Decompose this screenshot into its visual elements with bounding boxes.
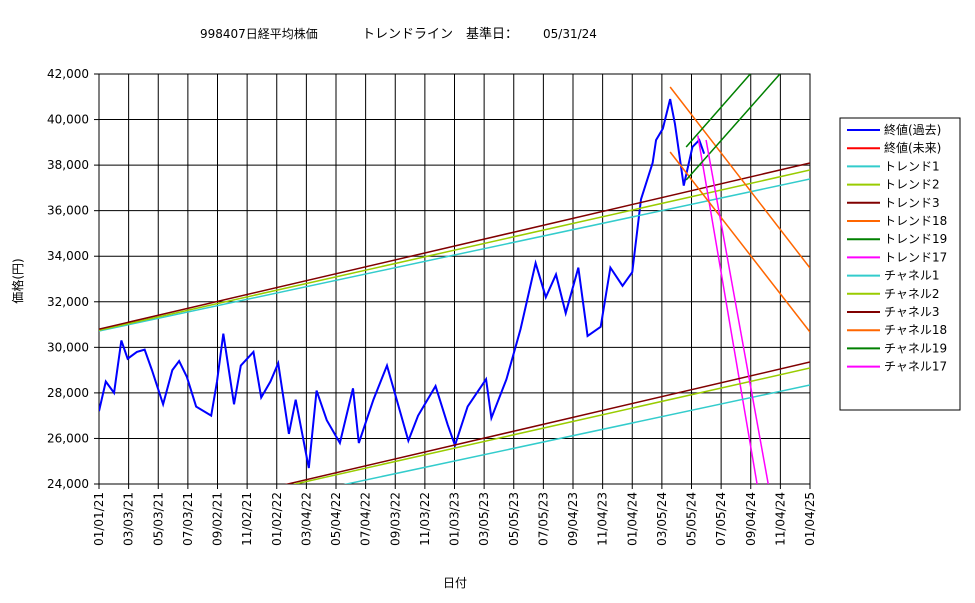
y-tick-label: 32,000 — [47, 295, 89, 309]
chart-title: 998407日経平均株価 — [200, 26, 318, 41]
x-tick-label: 11/04/24 — [773, 492, 787, 546]
x-tick-label: 03/03/21 — [122, 492, 136, 546]
x-axis-label: 日付 — [443, 576, 467, 590]
x-tick-label: 05/03/21 — [151, 492, 165, 546]
series-line — [99, 98, 706, 469]
annotation: 05/31/24 — [543, 27, 597, 41]
y-tick-label: 36,000 — [47, 204, 89, 218]
legend-label: トレンド17 — [884, 250, 947, 264]
y-tick-label: 30,000 — [47, 340, 89, 354]
x-tick-label: 03/04/22 — [299, 492, 313, 546]
y-tick-label: 28,000 — [47, 386, 89, 400]
legend-label: チャネル2 — [884, 287, 940, 301]
series-line — [705, 139, 769, 484]
x-tick-label: 05/05/23 — [507, 492, 521, 546]
x-tick-label: 03/05/23 — [477, 492, 491, 546]
series-line — [685, 74, 781, 181]
series-line — [291, 367, 810, 484]
x-tick-label: 11/03/22 — [418, 492, 432, 546]
series-line — [669, 86, 810, 269]
legend-label: トレンド18 — [884, 214, 947, 228]
series-line — [343, 384, 810, 484]
x-tick-label: 09/02/21 — [211, 492, 225, 546]
x-tick-label: 01/04/25 — [803, 492, 817, 546]
legend-label: トレンド3 — [884, 196, 940, 210]
x-tick-label: 07/04/22 — [359, 492, 373, 546]
series-line — [99, 169, 810, 331]
x-tick-label: 01/04/24 — [625, 492, 639, 546]
x-tick-label: 09/03/22 — [388, 492, 402, 546]
x-tick-label: 07/03/21 — [181, 492, 195, 546]
legend-label: チャネル18 — [884, 323, 947, 337]
series-line — [669, 151, 810, 333]
x-tick-label: 01/02/22 — [270, 492, 284, 546]
plot-lines — [99, 74, 810, 484]
y-tick-label: 34,000 — [47, 249, 89, 263]
legend-label: 終値(未来) — [884, 140, 941, 155]
legend-label: チャネル1 — [884, 269, 940, 283]
legend-label: トレンド19 — [884, 232, 947, 246]
y-tick-label: 38,000 — [47, 158, 89, 172]
x-tick-label: 11/04/23 — [596, 492, 610, 546]
legend-label: チャネル17 — [884, 360, 947, 374]
x-tick-label: 07/05/23 — [536, 492, 550, 546]
legend-label: チャネル19 — [884, 341, 947, 355]
y-tick-label: 24,000 — [47, 477, 89, 491]
legend-label: 終値(過去) — [884, 122, 941, 137]
legend-label: トレンド2 — [884, 178, 940, 192]
x-tick-label: 09/04/23 — [566, 492, 580, 546]
plot-border — [98, 73, 811, 485]
legend-label: チャネル3 — [884, 305, 940, 319]
x-tick-label: 05/05/24 — [685, 492, 699, 546]
x-tick-label: 07/05/24 — [714, 492, 728, 546]
series-line — [284, 361, 810, 484]
y-tick-label: 26,000 — [47, 431, 89, 445]
legend-label: トレンド1 — [884, 159, 940, 173]
x-tick-label: 05/04/22 — [329, 492, 343, 546]
x-tick-label: 01/01/21 — [92, 492, 106, 546]
x-tick-label: 03/05/24 — [655, 492, 669, 546]
x-tick-label: 09/04/24 — [744, 492, 758, 546]
y-tick-label: 40,000 — [47, 113, 89, 127]
series-line — [697, 135, 758, 484]
y-tick-label: 42,000 — [47, 67, 89, 81]
x-tick-label: 01/03/23 — [448, 492, 462, 546]
series-line — [99, 178, 810, 332]
series-line — [99, 162, 810, 330]
annotation: トレンドライン 基準日： — [362, 26, 518, 42]
x-tick-label: 11/02/21 — [240, 492, 254, 546]
y-axis-label: 価格(円) — [10, 258, 25, 303]
series-line — [685, 74, 751, 148]
